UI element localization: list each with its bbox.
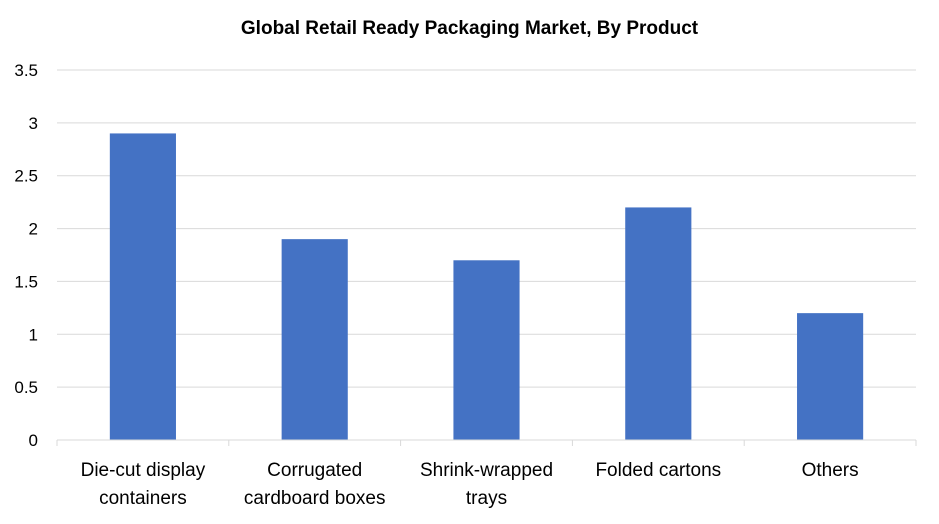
x-category-label: Die-cut display containers: [81, 460, 206, 509]
x-category-label-line: Folded cartons: [595, 460, 721, 481]
bar: [625, 207, 692, 440]
y-tick-label: 2.5: [14, 167, 38, 186]
bar: [453, 260, 520, 440]
x-category-label: Folded cartons: [595, 460, 721, 481]
bars: [109, 133, 864, 440]
x-category-label-line: Die-cut display: [81, 460, 206, 481]
labels: 0 0.5 1 1.5 2 2.5 3 3.5 Die-cut display container…: [14, 61, 858, 509]
x-category-label-line: Others: [802, 460, 859, 481]
x-category-label-line: Shrink-wrapped: [420, 460, 553, 481]
x-category-label: Shrink-wrapped trays: [420, 460, 553, 509]
bar: [281, 239, 348, 440]
y-tick-label: 3.5: [14, 61, 38, 80]
y-tick-label: 1: [29, 325, 38, 344]
axes: [56, 439, 917, 446]
y-tick-label: 0.5: [14, 378, 38, 397]
y-tick-label: 2: [29, 220, 38, 239]
y-tick-label: 0: [29, 431, 38, 450]
x-category-label-line: containers: [99, 488, 187, 509]
x-category-label: Corrugated cardboard boxes: [244, 460, 386, 509]
x-category-label-line: cardboard boxes: [244, 488, 386, 509]
x-category-label-line: trays: [466, 488, 507, 509]
bar: [797, 313, 864, 440]
chart-title: Global Retail Ready Packaging Market, By…: [240, 18, 699, 39]
y-tick-label: 1.5: [14, 272, 38, 291]
x-category-label-line: Corrugated: [267, 460, 362, 481]
y-tick-label: 3: [29, 114, 38, 133]
bar: [109, 133, 176, 440]
x-category-label: Others: [802, 460, 859, 481]
